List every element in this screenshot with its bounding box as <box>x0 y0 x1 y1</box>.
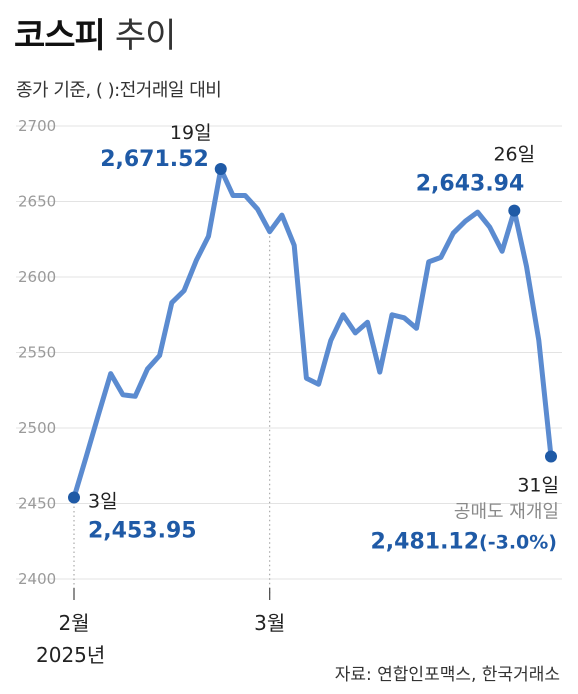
x-tick-year: 2025년 <box>36 643 105 667</box>
highlight-marker <box>214 163 227 176</box>
annotation-change: (-3.0%) <box>479 532 557 554</box>
annotation-day: 3일 <box>88 491 118 513</box>
highlight-marker <box>545 450 557 463</box>
y-tick-label: 2550 <box>18 344 56 362</box>
series-kospi <box>71 166 554 500</box>
x-tick-label: 2월 <box>58 611 89 635</box>
annotation-day: 31일 <box>517 475 559 497</box>
title-bold: 코스피 <box>14 16 106 56</box>
highlight-marker <box>68 491 80 504</box>
chart-title: 코스피 추이 <box>14 8 177 57</box>
annotation-day: 19일 <box>170 122 212 144</box>
x-tick-label: 3월 <box>254 611 285 635</box>
title-light: 추이 <box>114 16 177 56</box>
grid-lines <box>16 125 562 580</box>
source-label: 자료: 연합인포맥스, 한국거래소 <box>335 665 560 685</box>
y-tick-label: 2400 <box>18 570 56 588</box>
x-axis-ticks: 2월 2025년 3월 <box>36 588 285 667</box>
y-tick-label: 2600 <box>18 268 56 286</box>
y-tick-label: 2500 <box>18 419 56 437</box>
annotation-value: 2,671.52 <box>100 147 209 172</box>
annotation-value-number: 2,481.12 <box>370 530 479 555</box>
y-tick-label: 2700 <box>18 117 56 135</box>
annotation-note: 공매도 재개일 <box>454 502 559 523</box>
annotation-value: 2,481.12(-3.0%) <box>370 530 557 555</box>
highlight-marker <box>508 204 521 217</box>
chart-subtitle: 종가 기준, ( ):전거래일 대비 <box>16 80 222 101</box>
highlight-markers <box>68 163 557 504</box>
y-tick-label: 2650 <box>18 193 56 211</box>
annotation-day: 26일 <box>493 144 535 166</box>
guide-lines <box>73 231 271 596</box>
annotation-value: 2,643.94 <box>416 172 525 197</box>
y-tick-label: 2450 <box>18 495 56 513</box>
series-line <box>71 166 554 500</box>
y-axis-ticks: 2400 2450 2500 2550 2600 2650 2700 <box>18 117 56 588</box>
annotation-value: 2,453.95 <box>88 519 197 544</box>
